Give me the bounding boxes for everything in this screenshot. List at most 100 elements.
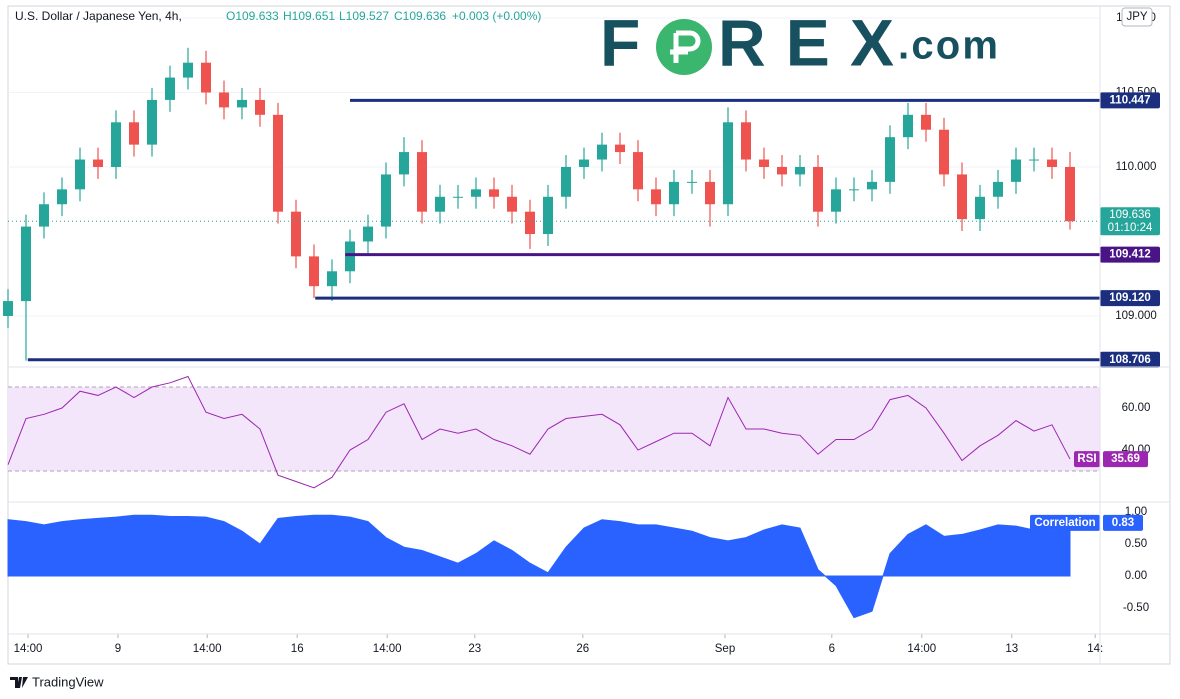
x-tick-label: 14:00 — [373, 643, 402, 655]
y-tick-label: 110.000 — [1116, 161, 1157, 173]
candle-body — [39, 204, 49, 227]
candle-body — [327, 271, 337, 287]
ohlc-high: H109.651 — [283, 9, 335, 23]
candle-body — [111, 122, 121, 167]
candle-body — [75, 159, 85, 190]
candle-body — [183, 62, 193, 78]
level-label: 109.412 — [1109, 249, 1151, 261]
candle-body — [975, 196, 985, 220]
candle-body — [381, 174, 391, 227]
x-tick-label: 23 — [468, 643, 481, 655]
candle-body — [21, 226, 31, 302]
last-price-box — [1100, 207, 1160, 236]
logo-text: REX — [718, 5, 894, 79]
currency-badge[interactable] — [1121, 7, 1153, 27]
candle-body — [1047, 159, 1057, 167]
ohlc-close: C109.636 — [394, 9, 446, 23]
candle-body — [687, 181, 697, 183]
candle-body — [885, 137, 895, 182]
correlation-legend-box — [1030, 514, 1100, 531]
tradingview-icon — [10, 677, 28, 688]
x-tick-label: 26 — [576, 643, 589, 655]
bar-countdown: 01:10:24 — [1108, 222, 1153, 234]
candle-body — [1011, 159, 1021, 182]
x-tick-label: 16 — [291, 643, 304, 655]
candle-body — [597, 144, 607, 160]
x-tick-label: 14:00 — [14, 643, 43, 655]
x-tick-label: 14: — [1087, 643, 1103, 655]
level-label: 109.120 — [1109, 292, 1151, 304]
rsi-last-value-box — [1103, 451, 1148, 468]
candle-body — [201, 62, 211, 93]
candle-body — [3, 301, 13, 316]
rsi-line — [7, 375, 1071, 489]
correlation-legend: Correlation — [1034, 517, 1095, 529]
candle-body — [705, 181, 715, 205]
candle-body — [399, 152, 409, 175]
footer-brand: TradingView — [32, 674, 104, 689]
candle-body — [723, 122, 733, 205]
ohlc-open: O109.633 — [226, 9, 279, 23]
rsi-band — [8, 387, 1100, 472]
candle-body — [363, 226, 373, 242]
candle-body — [939, 129, 949, 175]
rsi-last-value: 35.69 — [1111, 453, 1140, 465]
level-label: 108.706 — [1109, 354, 1151, 366]
y-tick-label: 60.00 — [1122, 402, 1151, 414]
candle-body — [525, 211, 535, 235]
candle-body — [669, 181, 679, 205]
candle-body — [57, 189, 67, 205]
candle-body — [129, 122, 139, 145]
candle-body — [291, 211, 301, 257]
x-tick-label: 14:00 — [907, 643, 936, 655]
candle-body — [993, 181, 1003, 197]
candle-body — [651, 189, 661, 205]
candle-body — [615, 144, 625, 153]
forex-logo: F REX .com — [600, 5, 998, 79]
candle-body — [1065, 166, 1075, 222]
candle-body — [741, 122, 751, 160]
candle-body — [165, 77, 175, 100]
candle-body — [417, 152, 427, 212]
ohlc-legend: O109.633 H109.651 L109.527 C109.636 +0.0… — [226, 9, 541, 23]
candle-body — [633, 152, 643, 190]
candle-body — [345, 241, 355, 272]
candle-body — [543, 196, 553, 235]
candle-body — [471, 189, 481, 197]
level-label: 110.447 — [1110, 94, 1151, 106]
candle-body — [219, 92, 229, 108]
x-tick-label: 9 — [115, 643, 121, 655]
y-tick-label: 0.50 — [1125, 538, 1147, 550]
candle-body — [813, 166, 823, 212]
x-tick-label: Sep — [715, 643, 735, 655]
y-tick-label: -0.50 — [1123, 602, 1149, 614]
x-tick-label: 13 — [1005, 643, 1018, 655]
candle-body — [795, 166, 805, 175]
x-tick-label: 14:00 — [193, 643, 222, 655]
candle-body — [957, 174, 967, 220]
candle-body — [489, 189, 499, 197]
candle-body — [1029, 159, 1039, 161]
correlation-last-value: 0.83 — [1112, 517, 1134, 529]
correlation-last-value-box — [1103, 514, 1143, 531]
candle-body — [255, 99, 265, 115]
candle-body — [777, 166, 787, 175]
rsi-legend: RSI — [1077, 453, 1096, 465]
candle-body — [309, 256, 319, 287]
logo-coin-mark — [670, 30, 701, 63]
rsi-legend-box — [1074, 451, 1100, 468]
plot-area: 109.000110.000110.500111.000109.63601:10… — [3, 12, 1160, 655]
candle-body — [849, 189, 859, 191]
tradingview-footer: TradingView — [10, 674, 104, 689]
ohlc-change: +0.003 (+0.00%) — [452, 9, 541, 23]
level-label-box — [1100, 290, 1160, 307]
candle-body — [561, 166, 571, 197]
candle-body — [759, 159, 769, 167]
level-label-box — [1100, 351, 1160, 368]
logo-text: .com — [898, 24, 998, 68]
symbol-title: U.S. Dollar / Japanese Yen, 4h, — [15, 9, 182, 23]
candle-body — [921, 114, 931, 130]
candle-body — [273, 114, 283, 212]
level-label-box — [1100, 246, 1160, 263]
